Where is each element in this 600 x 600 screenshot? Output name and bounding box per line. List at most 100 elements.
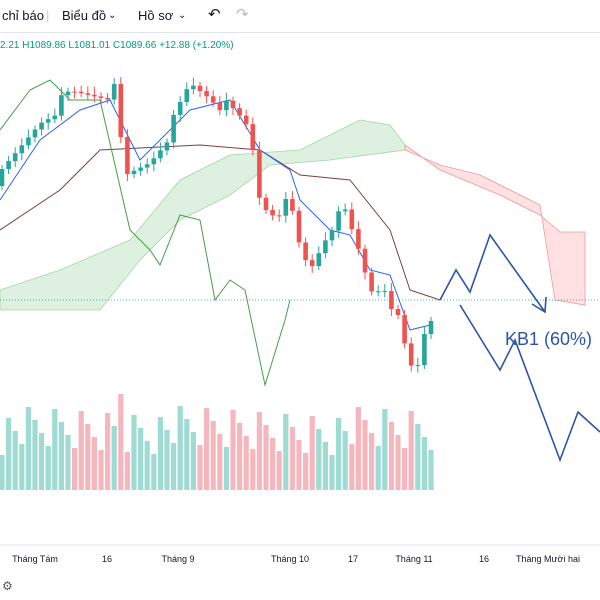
candle-body: [204, 91, 209, 97]
volume-bar: [250, 449, 256, 490]
x-axis: Tháng Tám 16 Tháng 9 Tháng 10 17 Tháng 11 16 Th…: [12, 554, 580, 564]
volume-bar: [111, 426, 117, 490]
volume-bar: [402, 448, 408, 490]
volume-bar: [210, 421, 216, 490]
cloud-bullish: [0, 119, 406, 311]
ohlc-low: L1081.01: [68, 40, 111, 51]
profile-button[interactable]: Hồ sơ: [138, 8, 174, 23]
candle-body: [118, 84, 124, 138]
volume-bar: [85, 424, 91, 490]
volume-bar: [151, 454, 157, 490]
candle-body: [217, 102, 223, 111]
volume-bar: [375, 446, 381, 490]
volume-bar: [138, 428, 144, 490]
ohlc-high: H1089.86: [22, 40, 66, 51]
candle-body: [290, 199, 295, 211]
volume-bar: [237, 423, 243, 490]
candle-body: [85, 93, 91, 95]
chart-button[interactable]: Biểu đồ: [62, 8, 107, 23]
candle-body: [151, 158, 157, 165]
candle-body: [389, 291, 394, 309]
candle-body: [131, 170, 137, 175]
volume-bar: [204, 408, 210, 490]
candles: [0, 77, 434, 373]
volume-bar: [91, 437, 97, 490]
candle-body: [329, 230, 335, 241]
candle-body: [158, 150, 163, 159]
candle-body: [263, 197, 269, 210]
toolbar: chỉ báo | Biểu đồ ⌄ Hồ sơ ⌄ ↶ ↷: [0, 0, 600, 33]
volume-bar: [72, 448, 78, 490]
candle-body: [98, 96, 104, 98]
candle-body: [342, 209, 348, 212]
candle-body: [270, 210, 275, 216]
candle-body: [362, 248, 368, 273]
candle-body: [111, 84, 117, 100]
candle-body: [184, 89, 190, 103]
candle-body: [276, 215, 282, 217]
undo-button[interactable]: ↶: [208, 6, 221, 23]
volume-bar: [230, 410, 236, 490]
volume-bar: [309, 416, 315, 490]
volume-bar: [276, 451, 282, 490]
volume-bar: [283, 414, 289, 490]
volume-bar: [336, 418, 342, 490]
volume-bar: [355, 407, 361, 490]
volume-bar: [45, 446, 51, 490]
indicators-button[interactable]: chỉ báo: [2, 8, 44, 23]
candle-body: [125, 137, 130, 175]
candle-body: [336, 211, 341, 231]
candle-body: [164, 142, 170, 151]
volume-bar: [78, 411, 84, 490]
candle-body: [224, 100, 229, 111]
candle-body: [309, 260, 315, 267]
candle-body: [250, 124, 256, 150]
volume-bar: [32, 420, 38, 490]
candle-body: [356, 229, 361, 249]
volume-bar: [382, 409, 388, 490]
volume-bar: [197, 445, 203, 490]
candle-body: [197, 85, 203, 91]
volume-bar: [164, 430, 170, 490]
candle-body: [72, 91, 77, 93]
redo-button[interactable]: ↷: [236, 6, 249, 23]
volume-bar: [289, 427, 295, 490]
volume-bar: [369, 433, 375, 490]
forecast-lower: [459, 304, 600, 463]
x-tick-label: Tháng 9: [161, 554, 194, 564]
candle-body: [92, 94, 97, 97]
volume-bar: [131, 415, 137, 490]
candle-body: [19, 145, 25, 154]
volume-bar: [0, 455, 5, 490]
candle-body: [105, 97, 110, 100]
candle-body: [32, 129, 38, 138]
candle-body: [296, 210, 302, 243]
volume-bar: [12, 431, 18, 490]
candle-body: [382, 291, 388, 293]
volume-bar: [39, 433, 45, 490]
ohlc-change: +12.88 (+1.20%): [159, 40, 234, 51]
volume-bar: [25, 407, 31, 490]
candle-body: [191, 85, 196, 90]
candle-body: [243, 115, 249, 125]
volume-bar: [124, 452, 130, 490]
candle-body: [375, 291, 381, 293]
volume-bar: [316, 429, 322, 490]
volume-bar: [342, 431, 348, 490]
candle-body: [65, 91, 71, 96]
volume-bar: [296, 440, 302, 490]
volume-bar: [362, 420, 368, 490]
volume-bar: [118, 394, 124, 490]
candle-body: [45, 119, 51, 123]
x-tick-label: Tháng 10: [271, 554, 309, 564]
candle-body: [177, 102, 183, 115]
candle-body: [316, 253, 322, 267]
volume-bar: [408, 411, 414, 490]
candle-body: [257, 149, 262, 198]
volume-bar: [65, 435, 71, 490]
candle-body: [59, 95, 64, 116]
settings-icon[interactable]: ⚙: [2, 579, 13, 593]
x-tick-label: Tháng Mười hai: [516, 554, 580, 564]
volume-bar: [395, 435, 401, 490]
